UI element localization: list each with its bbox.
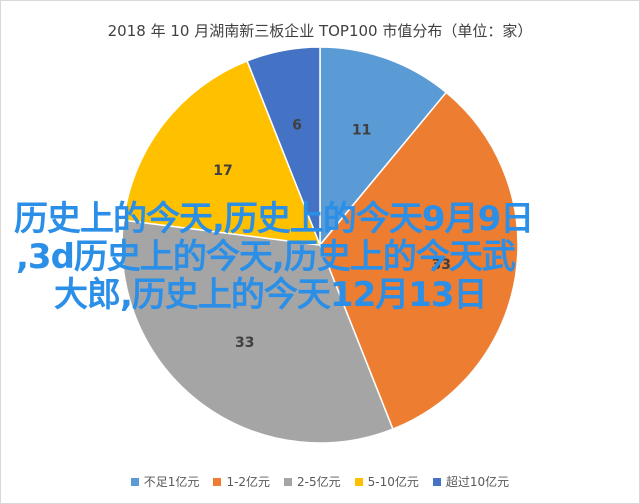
legend-item-1: 不足1亿元 (130, 473, 200, 490)
data-label-4: 17 (213, 163, 232, 179)
legend-swatch-4 (354, 477, 363, 486)
pie-slice-3 (121, 219, 394, 444)
overlay-line-1: 历史上的今天,历史上的今天9月9日 (14, 199, 534, 239)
data-label-3: 33 (235, 335, 254, 351)
overlay-watermark-text: 历史上的今天,历史上的今天9月9日 ,3d历史上的今天,历史上的今天武 大郎,历… (14, 200, 614, 314)
data-label-5: 6 (292, 117, 302, 133)
pie-slice-4 (122, 59, 322, 246)
data-label-2: 33 (432, 257, 451, 273)
legend-item-2: 1-2亿元 (213, 473, 270, 490)
legend: 不足1亿元 1-2亿元 2-5亿元 5-10亿元 超过10亿元 (0, 473, 640, 490)
legend-label-4: 5-10亿元 (367, 475, 419, 489)
overlay-line-2: ,3d历史上的今天,历史上的今天武 (16, 237, 516, 277)
pie-slice-1 (319, 46, 448, 248)
chart-title: 2018 年 10 月湖南新三板企业 TOP100 市值分布（单位：家） (107, 22, 533, 40)
legend-swatch-3 (284, 477, 293, 486)
legend-item-4: 5-10亿元 (354, 473, 419, 490)
overlay-line-3: 大郎,历史上的今天12月13日 (54, 275, 488, 315)
pie-slice-2 (319, 91, 519, 431)
legend-swatch-1 (130, 477, 139, 486)
data-label-1: 11 (352, 122, 371, 138)
legend-swatch-5 (432, 477, 441, 486)
legend-label-3: 2-5亿元 (297, 475, 341, 489)
legend-label-1: 不足1亿元 (143, 475, 200, 489)
legend-label-5: 超过10亿元 (445, 475, 510, 489)
legend-label-2: 1-2亿元 (226, 475, 271, 489)
pie-slice-5 (246, 46, 321, 246)
legend-swatch-2 (213, 477, 222, 486)
legend-item-5: 超过10亿元 (432, 473, 510, 490)
legend-item-3: 2-5亿元 (284, 473, 341, 490)
